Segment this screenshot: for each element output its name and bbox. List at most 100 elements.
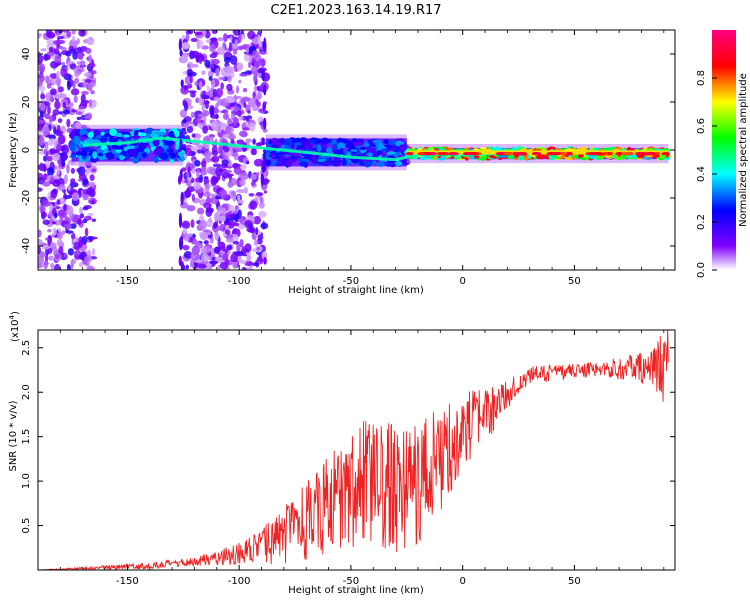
spectrogram-blob	[83, 72, 91, 77]
spectrogram-blob	[78, 173, 87, 181]
spectrogram-streak	[263, 117, 267, 130]
spectrogram-blob	[152, 138, 160, 147]
spectrogram-blob	[211, 256, 216, 261]
spectrogram-blob	[89, 236, 98, 240]
spectrogram-blob	[61, 144, 70, 155]
spectrogram-blob	[40, 211, 46, 220]
spectrogram-blob	[211, 155, 220, 163]
spectrogram-blob	[256, 172, 260, 177]
spectrogram-blob	[47, 31, 56, 39]
spectrogram-blob	[225, 258, 230, 266]
spectrogram-blob	[87, 62, 96, 68]
spectrogram-blob	[75, 237, 79, 242]
spectrogram-blob	[182, 228, 188, 235]
spectrogram-blob	[183, 250, 193, 259]
spectrogram-blob	[208, 76, 213, 81]
snr-y-label: SNR (10 * v/v)	[8, 400, 19, 471]
spectrogram-streak	[263, 257, 267, 265]
spectrogram-blob	[221, 172, 231, 179]
spectrogram-blob	[233, 222, 240, 227]
spectrogram-core-blob	[444, 152, 449, 156]
spectrogram-blob	[211, 79, 216, 89]
colorbar-gradient	[712, 30, 736, 270]
spectrogram-blob	[202, 109, 210, 117]
spectrogram-blob	[230, 177, 237, 186]
spectrogram-blob	[182, 118, 187, 124]
snr-scale-prefix: (x10	[10, 319, 21, 342]
spectrogram-blob	[247, 61, 252, 69]
spectrogram-blob	[226, 244, 233, 251]
spectrogram-blob	[170, 152, 177, 159]
spectrogram-blob	[105, 152, 115, 160]
spectrogram-blob	[191, 246, 200, 256]
spectrogram-blob	[67, 248, 74, 256]
colorbar-tick-label: 0.8	[696, 70, 707, 86]
spectrogram-blob	[226, 83, 233, 92]
spectrogram-blob	[215, 256, 223, 263]
spectrogram-blob	[316, 144, 322, 152]
spectrogram-core-blob	[515, 152, 523, 156]
spectrogram-blob	[81, 147, 91, 151]
spectrogram-blob	[131, 135, 142, 139]
spectrogram-blob	[212, 221, 218, 229]
spectrogram-blob	[258, 210, 267, 218]
figure-title: C2E1.2023.163.14.19.R17	[270, 3, 441, 18]
spectrogram-blob	[242, 127, 251, 131]
spectrogram-blob	[239, 239, 244, 248]
spectrogram-blob	[214, 231, 220, 241]
spectrogram-blob	[372, 139, 383, 144]
spectrogram-blob	[38, 246, 41, 255]
spectrogram-blob	[38, 136, 45, 146]
spectrogram-streak	[179, 49, 183, 57]
spectrogram-blob	[383, 139, 390, 144]
spectrogram-blob	[153, 155, 160, 163]
spectrogram-blob	[44, 54, 51, 61]
spectrogram-blob	[71, 238, 75, 246]
spectrogram-blob	[376, 150, 383, 155]
spectrogram-blob	[184, 121, 194, 125]
spectrogram-blob	[42, 181, 51, 187]
spectrogram-blob	[91, 200, 95, 205]
spectrogram-blob	[207, 234, 213, 239]
spectrogram-blob	[394, 161, 403, 167]
spectrogram-blob	[227, 75, 232, 83]
spectrogram-blob	[60, 67, 68, 78]
spectrogram-blob	[77, 52, 84, 60]
spectrogram-blob	[251, 50, 260, 59]
spectrogram-blob	[253, 215, 261, 225]
spectrogram-blob	[201, 147, 206, 152]
spectrogram-blob	[225, 216, 229, 224]
spectrogram-blob	[196, 149, 203, 154]
spectrogram-blob	[201, 103, 205, 112]
spectrogram-blob	[227, 66, 236, 74]
spectrogram-blob	[56, 239, 63, 247]
spectrogram-blob	[66, 118, 71, 128]
spectrogram-blob	[201, 45, 209, 50]
spectrogram-core-blob	[601, 152, 609, 156]
spectrogram-blob	[216, 128, 222, 133]
spectrogram-blob	[321, 161, 331, 167]
spectrogram-blob	[209, 106, 215, 117]
spectrogram-blob	[38, 187, 43, 192]
spectrogram-blob	[184, 233, 193, 237]
spectrogram-blob	[208, 217, 212, 223]
spectrogram-blob	[265, 159, 272, 166]
spectrogram-streak	[178, 255, 182, 267]
spectrogram-blob	[47, 167, 54, 177]
spectrogram-blob	[234, 205, 239, 211]
spectrogram-blob	[213, 96, 222, 102]
spectrogram-blob	[181, 220, 191, 229]
spectrogram-blob	[58, 209, 66, 217]
spectrogram-blob	[69, 63, 77, 70]
spectrogram-blob	[184, 147, 192, 157]
spectrogram-blob	[185, 264, 190, 270]
spectrogram-blob	[78, 30, 86, 37]
spectrogram-blob	[44, 113, 50, 120]
spectrogram-blob	[250, 173, 257, 180]
spectrogram-blob	[246, 118, 250, 122]
spectrogram-core-blob	[620, 152, 633, 156]
spectrogram-blob	[63, 252, 67, 258]
spectrogram-blob	[627, 155, 633, 159]
spectrogram-blob	[97, 152, 104, 157]
spectrogram-blob	[242, 44, 250, 49]
